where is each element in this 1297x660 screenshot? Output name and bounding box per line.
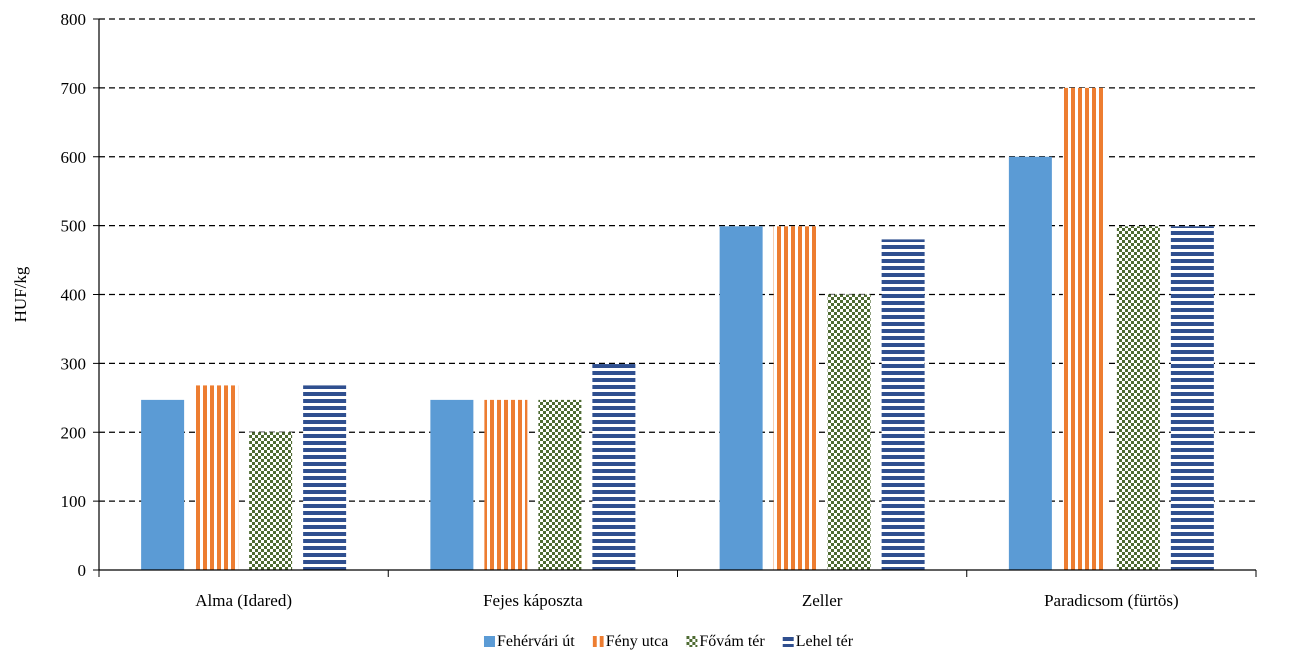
x-tick-label: Zeller: [802, 591, 843, 610]
bar-1-3: [719, 226, 763, 570]
y-tick-label: 500: [61, 217, 87, 236]
legend-label: Lehel tér: [796, 633, 854, 650]
axes: [93, 18, 1257, 577]
y-tick-label: 400: [61, 286, 87, 305]
bar-4-3: [881, 239, 925, 570]
x-tick-label: Alma (Idared): [195, 591, 292, 610]
bar-2-4: [1062, 87, 1106, 570]
y-tick-label: 0: [78, 561, 87, 580]
y-tick-label: 100: [61, 492, 87, 511]
bar-3-1: [249, 432, 293, 570]
legend-label: Fehérvári út: [497, 633, 575, 650]
legend-swatch: [782, 636, 794, 647]
y-tick-label: 700: [61, 79, 87, 98]
bar-2-2: [484, 399, 528, 570]
bar-3-3: [827, 294, 871, 570]
legend: Fehérvári út Fény utca Fővám tér Lehel tér: [483, 633, 854, 650]
legend-label: Fővám tér: [699, 633, 765, 650]
x-tick-label: Paradicsom (fürtös): [1044, 591, 1179, 610]
legend-item: Fény utca: [592, 633, 669, 650]
bar-1-4: [1008, 156, 1052, 570]
legend-swatch: [483, 636, 495, 647]
y-tick-label: 600: [61, 148, 87, 167]
bar-4-4: [1170, 226, 1214, 570]
y-tick-label: 800: [61, 10, 87, 29]
bar-1-1: [141, 399, 185, 570]
legend-label: Fény utca: [606, 633, 669, 650]
bar-4-1: [303, 385, 347, 570]
y-axis-title: HUF/kg: [11, 266, 30, 322]
bar-3-2: [538, 399, 582, 570]
y-tick-label: 300: [61, 354, 87, 373]
x-tick-label: Fejes káposzta: [483, 591, 583, 610]
legend-item: Fehérvári út: [483, 633, 575, 650]
bar-2-1: [195, 385, 239, 570]
legend-item: Fővám tér: [686, 633, 765, 650]
legend-swatch: [686, 636, 698, 647]
y-tick-label: 200: [61, 423, 87, 442]
bar-2-3: [773, 226, 817, 570]
legend-swatch: [592, 636, 604, 647]
bar-4-2: [592, 364, 636, 570]
bar-3-4: [1116, 226, 1160, 570]
bars: [141, 87, 1214, 570]
legend-item: Lehel tér: [782, 633, 854, 650]
bar-1-2: [430, 399, 474, 570]
axis-labels: 0 100 200 300 400 500 600 700 800 Alma (Idared) Fe…: [11, 10, 1179, 610]
